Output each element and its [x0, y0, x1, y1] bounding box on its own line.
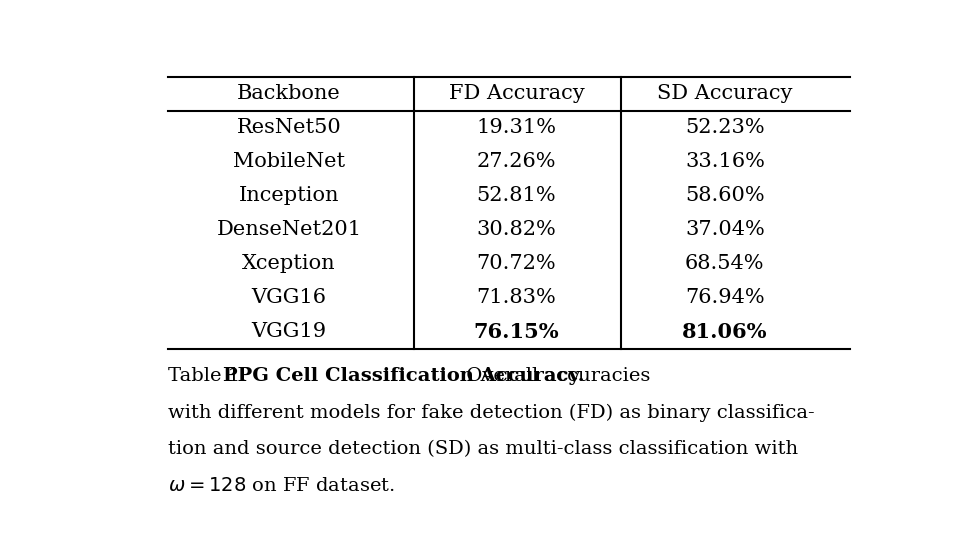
Text: $\omega = 128$ on FF dataset.: $\omega = 128$ on FF dataset.: [168, 477, 394, 495]
Text: ResNet50: ResNet50: [236, 118, 341, 137]
Text: 52.23%: 52.23%: [684, 118, 764, 137]
Text: 52.81%: 52.81%: [476, 186, 556, 206]
Text: 68.54%: 68.54%: [684, 254, 764, 273]
Text: 76.94%: 76.94%: [684, 288, 764, 307]
Text: VGG16: VGG16: [251, 288, 326, 307]
Text: tion and source detection (SD) as multi-class classification with: tion and source detection (SD) as multi-…: [168, 440, 797, 458]
Text: FD Accuracy: FD Accuracy: [448, 84, 583, 103]
Text: with different models for fake detection (FD) as binary classifica-: with different models for fake detection…: [168, 404, 814, 422]
Text: Xception: Xception: [242, 254, 335, 273]
Text: DenseNet201: DenseNet201: [216, 221, 361, 239]
Text: 58.60%: 58.60%: [684, 186, 764, 206]
Text: 76.15%: 76.15%: [473, 322, 559, 342]
Text: Backbone: Backbone: [236, 84, 341, 103]
Text: 33.16%: 33.16%: [684, 152, 764, 172]
Text: Inception: Inception: [238, 186, 339, 206]
Text: 30.82%: 30.82%: [476, 221, 556, 239]
Text: PPG Cell Classification Accuracy.: PPG Cell Classification Accuracy.: [223, 367, 584, 385]
Text: VGG19: VGG19: [251, 322, 326, 341]
Text: Table 1.: Table 1.: [168, 367, 252, 385]
Text: 81.06%: 81.06%: [681, 322, 767, 342]
Text: 27.26%: 27.26%: [476, 152, 556, 172]
Text: 37.04%: 37.04%: [684, 221, 764, 239]
Text: MobileNet: MobileNet: [233, 152, 345, 172]
Text: 19.31%: 19.31%: [476, 118, 556, 137]
Text: 71.83%: 71.83%: [476, 288, 556, 307]
Text: SD Accuracy: SD Accuracy: [657, 84, 791, 103]
Text: 70.72%: 70.72%: [476, 254, 556, 273]
Text: Overall accuracies: Overall accuracies: [459, 367, 650, 385]
